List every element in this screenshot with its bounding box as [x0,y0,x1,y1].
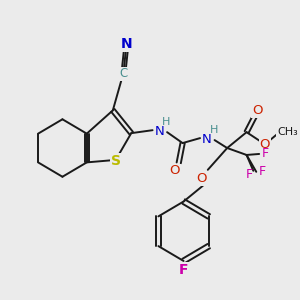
Text: F: F [259,165,266,178]
Text: F: F [246,168,253,181]
Text: H: H [209,125,218,135]
Text: O: O [197,172,207,185]
Text: N: N [121,37,132,51]
Text: F: F [261,148,268,160]
Text: H: H [162,117,170,127]
Text: O: O [169,164,180,177]
Text: S: S [111,154,121,168]
Text: O: O [252,104,262,117]
Text: F: F [179,263,188,277]
Text: CH₃: CH₃ [277,127,298,137]
Text: N: N [154,125,164,138]
Text: N: N [202,133,212,146]
Text: O: O [260,138,270,151]
Text: C: C [119,67,128,80]
